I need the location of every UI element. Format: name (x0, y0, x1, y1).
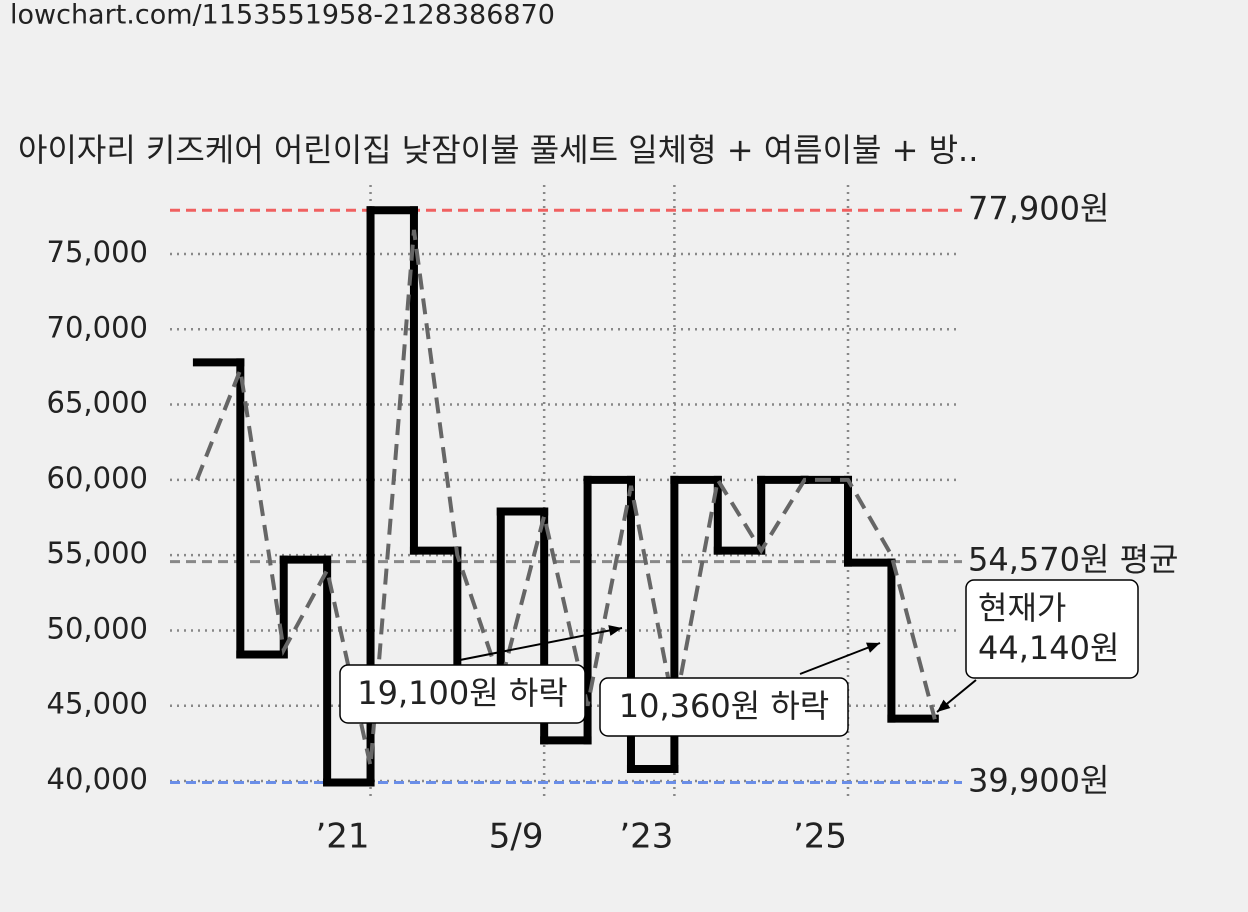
y-tick-label: 60,000 (47, 461, 148, 495)
annotation-arrowhead (937, 699, 951, 712)
annotation-box (965, 579, 1139, 679)
trend-line (195, 229, 937, 767)
annotation-text: 현재가 (978, 589, 1066, 627)
reference-label: 54,570원 평균 (968, 541, 1178, 579)
y-tick-label: 75,000 (47, 235, 148, 269)
y-tick-label: 65,000 (47, 386, 148, 420)
x-tick-label: ’23 (619, 817, 673, 857)
annotation-box (339, 664, 586, 724)
x-tick-label: ’21 (315, 817, 369, 857)
y-tick-label: 40,000 (47, 762, 148, 796)
annotation-text: 19,100원 하락 (357, 674, 567, 712)
chart-title: 아이자리 키즈케어 어린이집 낮잠이불 풀세트 일체형 + 여름이불 + 방.. (18, 131, 978, 169)
x-tick-label: 5/9 (489, 817, 544, 857)
annotation-text: 10,360원 하락 (619, 687, 829, 725)
annotation-arrowhead (866, 642, 880, 653)
annotation-arrowhead (608, 625, 622, 636)
y-tick-label: 50,000 (47, 611, 148, 645)
annotation-arrow (799, 642, 881, 675)
url: lowchart.com/1153551958-2128386870 (10, 0, 555, 31)
x-tick-label: ’25 (793, 817, 847, 857)
annotation-text: 44,140원 (978, 629, 1119, 667)
y-tick-label: 55,000 (47, 536, 148, 570)
annotation-arrow (459, 627, 623, 661)
annotation-box (599, 677, 849, 737)
y-tick-label: 70,000 (47, 310, 148, 344)
y-tick-label: 45,000 (47, 687, 148, 721)
reference-label: 77,900원 (968, 189, 1109, 227)
reference-label: 39,900원 (968, 762, 1109, 800)
